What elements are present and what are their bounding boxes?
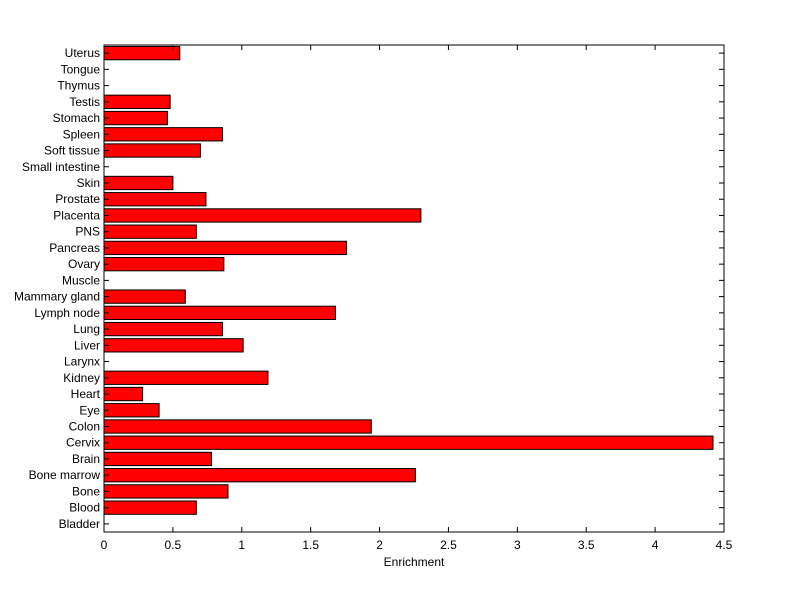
bars-layer [103,45,714,515]
ticks-layer [103,45,725,532]
bar-bone [103,484,229,499]
y-tick-label: Spleen [63,127,100,141]
y-tick-label: Colon [69,419,100,433]
y-tick-label: Pancreas [49,241,100,255]
y-tick-label: Placenta [53,208,100,222]
x-tick-label: 3.5 [578,538,595,552]
x-tick-label: 3 [514,538,521,552]
bar-colon [103,419,372,434]
y-tick-label: Brain [72,452,100,466]
bar-testis [103,94,171,109]
bar-cervix [103,435,714,450]
bar-lung [103,321,223,337]
y-tick-label: Small intestine [22,160,100,174]
y-tick-label: Skin [77,176,100,190]
y-tick-label: Tongue [61,62,101,76]
bar-skin [103,175,174,191]
bar-liver [103,338,244,353]
y-tick-label: Muscle [62,273,100,287]
bar-ovary [103,256,225,272]
x-axis-title: Enrichment [384,555,445,569]
bar-pns [103,224,197,239]
y-tick-label: Ovary [68,257,100,271]
plot-area-frame [103,44,725,533]
labels-layer: Uterus Tongue Thymus Testis Stomach Spleen Sof… [14,46,733,552]
bar-brain [103,451,212,467]
bar-heart [103,386,144,402]
x-tick-label: 1.5 [302,538,319,552]
bar-kidney [103,370,269,385]
y-tick-label: Soft tissue [44,144,100,158]
y-tick-label: Cervix [66,436,100,450]
x-tick-label: 4.5 [716,538,733,552]
y-tick-label: Bone [72,484,100,498]
y-tick-label: Kidney [63,371,100,385]
y-tick-label: Lymph node [34,306,100,320]
y-tick-label: Larynx [64,355,100,369]
bar-mammary-gland [103,289,186,304]
y-tick-label: Liver [74,338,100,352]
bar-spleen [103,127,223,142]
x-tick-label: 0 [101,538,108,552]
y-tick-label: Uterus [65,46,100,60]
bar-bone-marrow [103,468,416,483]
y-tick-label: Blood [69,501,100,515]
bar-blood [103,500,197,515]
bar-uterus [103,45,181,61]
y-tick-label: Bladder [59,517,100,531]
bar-stomach [103,110,168,126]
x-tick-label: 4 [652,538,659,552]
y-tick-label: Lung [73,322,100,336]
bar-prostate [103,192,207,207]
y-tick-label: Stomach [53,111,100,125]
y-tick-label: Eye [79,403,100,417]
y-tick-label: Mammary gland [14,290,100,304]
y-tick-label: Prostate [55,192,100,206]
x-tick-label: 0.5 [165,538,182,552]
y-tick-label: Testis [69,95,100,109]
y-tick-label: PNS [75,225,100,239]
x-tick-label: 2.5 [440,538,457,552]
bar-lymph-node [103,305,336,321]
y-tick-label: Heart [71,387,101,401]
x-tick-label: 2 [376,538,383,552]
bar-soft-tissue [103,143,201,158]
bar-pancreas [103,240,347,256]
y-tick-label: Thymus [57,79,100,93]
bar-eye [103,403,160,418]
bar-placenta [103,208,422,223]
x-tick-label: 1 [238,538,245,552]
y-tick-label: Bone marrow [29,468,101,482]
